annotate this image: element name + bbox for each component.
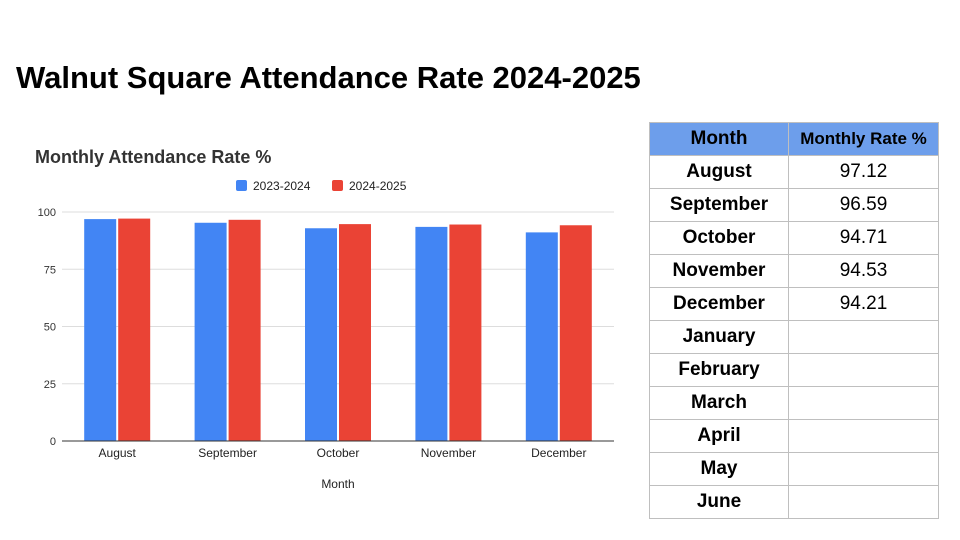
legend-swatch	[332, 180, 343, 191]
y-axis-ticks: 0 25 50 75 100	[38, 207, 56, 448]
x-tick-label: December	[531, 446, 586, 460]
cell-rate	[788, 452, 939, 486]
cell-month: December	[649, 287, 789, 321]
x-tick-label: August	[99, 446, 137, 460]
legend-swatch	[236, 180, 247, 191]
table-row: March	[649, 386, 939, 420]
table-row: May	[649, 452, 939, 486]
bar-2023-2024-october	[305, 228, 337, 441]
bar-2024-2025-november	[449, 224, 482, 441]
cell-month: March	[649, 386, 789, 420]
cell-rate: 94.71	[788, 221, 939, 255]
table-row: September 96.59	[649, 188, 939, 222]
y-tick-label: 100	[38, 207, 56, 219]
cell-rate: 94.53	[788, 254, 939, 288]
table-row: October 94.71	[649, 221, 939, 255]
y-tick-label: 25	[44, 379, 56, 391]
y-tick-label: 75	[44, 264, 56, 276]
cell-rate	[788, 419, 939, 453]
bar-2023-2024-august	[84, 219, 117, 441]
cell-month: February	[649, 353, 789, 387]
bar-2023-2024-december	[525, 232, 558, 441]
cell-month: August	[649, 155, 789, 189]
cell-month: November	[649, 254, 789, 288]
x-tick-label: October	[317, 446, 360, 460]
bar-2024-2025-september	[228, 219, 261, 441]
header-monthly-rate: Monthly Rate %	[788, 122, 939, 156]
cell-rate: 96.59	[788, 188, 939, 222]
table-row: August 97.12	[649, 155, 939, 189]
bar-2023-2024-september	[194, 222, 227, 441]
header-month: Month	[649, 122, 789, 156]
table-row: June	[649, 485, 939, 519]
slide-title: Walnut Square Attendance Rate 2024-2025	[16, 60, 641, 95]
cell-month: June	[649, 485, 789, 519]
cell-month: April	[649, 419, 789, 453]
cell-month: May	[649, 452, 789, 486]
table-row: February	[649, 353, 939, 387]
cell-rate	[788, 320, 939, 354]
y-tick-label: 50	[44, 322, 56, 334]
chart-gridlines	[62, 211, 614, 385]
legend-label: 2024-2025	[349, 179, 407, 193]
chart-title: Monthly Attendance Rate %	[35, 147, 271, 167]
cell-rate: 97.12	[788, 155, 939, 189]
cell-month: October	[649, 221, 789, 255]
table-row: November 94.53	[649, 254, 939, 288]
cell-month: January	[649, 320, 789, 354]
legend-label: 2023-2024	[253, 179, 311, 193]
cell-rate	[788, 485, 939, 519]
x-tick-label: November	[421, 446, 476, 460]
table-row: January	[649, 320, 939, 354]
bar-2024-2025-august	[118, 218, 151, 441]
chart-bars	[84, 218, 592, 441]
table-row: December 94.21	[649, 287, 939, 321]
cell-rate: 94.21	[788, 287, 939, 321]
table-row: April	[649, 419, 939, 453]
cell-month: September	[649, 188, 789, 222]
attendance-table: Month Monthly Rate % August 97.12 Septem…	[649, 122, 939, 519]
cell-rate	[788, 386, 939, 420]
bar-2023-2024-november	[415, 226, 448, 441]
x-axis-ticks: August September October November December	[99, 446, 587, 460]
chart-legend: 2023-2024 2024-2025	[236, 179, 407, 193]
bar-chart: Monthly Attendance Rate % 2023-2024 2024-…	[35, 147, 614, 491]
bar-2024-2025-october	[339, 224, 371, 441]
table-header-row: Month Monthly Rate %	[649, 122, 939, 156]
x-tick-label: September	[198, 446, 257, 460]
cell-rate	[788, 353, 939, 387]
y-tick-label: 0	[50, 436, 56, 448]
x-axis-label: Month	[321, 477, 354, 491]
bar-2024-2025-december	[559, 225, 592, 441]
